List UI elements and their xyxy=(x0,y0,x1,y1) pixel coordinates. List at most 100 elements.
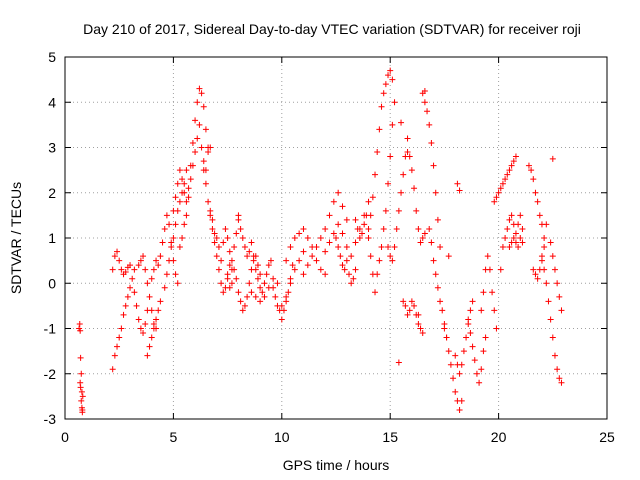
data-point xyxy=(473,370,480,377)
data-point xyxy=(211,230,218,237)
data-point xyxy=(549,334,556,341)
data-point xyxy=(189,139,196,146)
data-point xyxy=(109,266,116,273)
data-point xyxy=(322,225,329,232)
data-point xyxy=(179,235,186,241)
data-point xyxy=(506,244,513,251)
series-arc01 xyxy=(76,320,86,413)
data-point xyxy=(170,235,177,241)
data-point xyxy=(215,244,222,251)
data-point xyxy=(348,280,355,287)
data-point xyxy=(241,244,248,251)
data-point xyxy=(510,158,517,165)
data-point xyxy=(382,207,389,214)
data-point xyxy=(300,271,307,278)
series-arc08 xyxy=(148,212,181,287)
data-point xyxy=(558,379,565,386)
data-point xyxy=(417,325,424,332)
data-point xyxy=(166,257,173,264)
data-point xyxy=(246,248,253,255)
data-point xyxy=(532,189,539,196)
data-point xyxy=(480,348,487,355)
data-point xyxy=(497,266,504,273)
data-point xyxy=(415,311,422,318)
data-point xyxy=(499,244,506,251)
data-point xyxy=(205,149,212,156)
data-point xyxy=(517,212,524,219)
data-point xyxy=(278,316,285,323)
y-tick-label: -1 xyxy=(44,321,57,337)
data-point xyxy=(322,248,329,255)
data-point xyxy=(283,257,290,264)
data-point xyxy=(231,266,238,273)
data-point xyxy=(205,198,212,205)
data-point xyxy=(554,366,561,373)
data-point xyxy=(525,162,532,169)
data-point xyxy=(111,352,118,359)
data-point xyxy=(174,280,181,287)
data-point xyxy=(280,307,287,314)
data-point xyxy=(304,262,311,269)
data-point xyxy=(114,248,121,255)
data-point xyxy=(170,207,177,214)
data-point xyxy=(185,185,192,192)
data-point xyxy=(235,212,242,219)
data-point xyxy=(549,155,556,162)
data-point xyxy=(454,180,461,187)
series-arc33 xyxy=(478,253,500,332)
data-point xyxy=(254,275,261,282)
data-point xyxy=(506,167,513,174)
data-point xyxy=(419,330,426,337)
data-point xyxy=(352,266,359,273)
series-arc28 xyxy=(419,90,444,251)
y-tick-label: -3 xyxy=(44,411,57,427)
series-arc14 xyxy=(224,253,264,314)
series-arc36 xyxy=(506,235,526,251)
data-point xyxy=(148,275,155,282)
data-point xyxy=(519,239,526,246)
data-point xyxy=(343,216,350,223)
data-point xyxy=(372,171,379,178)
data-point xyxy=(374,271,381,278)
data-point xyxy=(270,275,277,282)
data-point xyxy=(220,239,227,246)
data-point xyxy=(239,235,246,241)
data-point xyxy=(140,253,147,260)
data-point xyxy=(508,212,515,219)
data-point xyxy=(179,176,186,183)
data-point xyxy=(330,198,337,205)
data-point xyxy=(196,121,203,128)
data-point xyxy=(144,352,151,359)
data-point xyxy=(391,99,398,106)
data-point xyxy=(142,266,149,273)
series-arc20 xyxy=(322,198,372,260)
data-point xyxy=(131,266,138,273)
data-point xyxy=(148,334,155,341)
series-arc25 xyxy=(385,135,411,264)
data-points xyxy=(76,67,565,416)
data-point xyxy=(174,180,181,187)
data-point xyxy=(317,235,324,241)
data-point xyxy=(283,298,290,305)
data-point xyxy=(202,180,209,187)
x-tick-label: 10 xyxy=(274,429,290,445)
data-point xyxy=(161,284,168,291)
data-point xyxy=(530,176,537,183)
data-point xyxy=(372,289,379,296)
data-point xyxy=(343,257,350,264)
data-point xyxy=(467,307,474,314)
series-arc19 xyxy=(300,189,350,278)
x-tick-label: 25 xyxy=(599,429,615,445)
data-point xyxy=(118,325,125,332)
data-point xyxy=(426,225,433,232)
data-point xyxy=(76,320,83,327)
data-point xyxy=(478,366,485,373)
data-point xyxy=(265,262,272,269)
data-point xyxy=(330,230,337,237)
data-point xyxy=(296,257,303,264)
data-point xyxy=(486,266,493,273)
data-point xyxy=(235,289,242,296)
data-point xyxy=(140,330,147,337)
y-tick-label: 4 xyxy=(48,94,56,110)
